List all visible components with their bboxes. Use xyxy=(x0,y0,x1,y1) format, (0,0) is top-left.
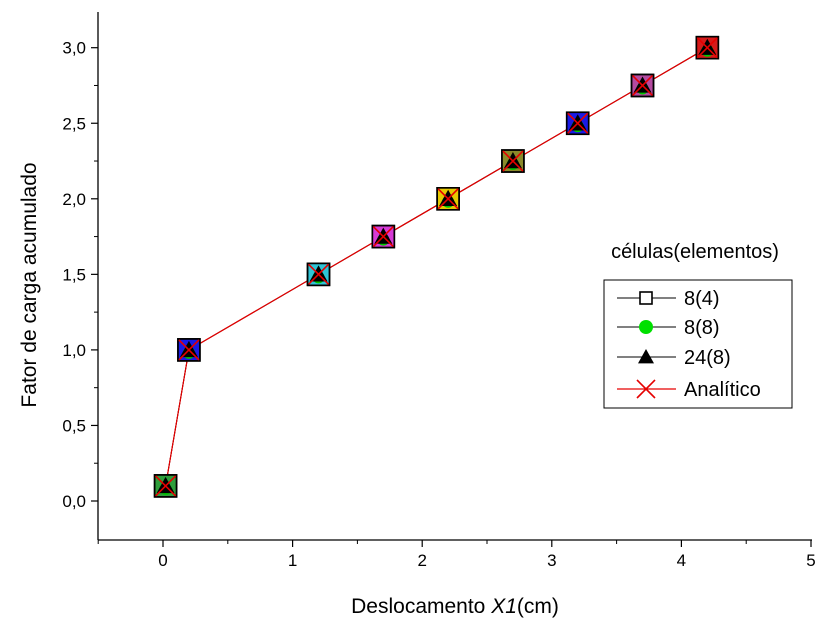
series-line-0 xyxy=(165,47,708,486)
legend-title: células(elementos) xyxy=(611,241,779,263)
x-tick-label: 0 xyxy=(158,551,167,570)
y-tick-label: 3,0 xyxy=(62,39,86,58)
legend-label: Analítico xyxy=(684,379,761,401)
square-marker-outline xyxy=(153,474,178,498)
x-tick-label: 3 xyxy=(547,551,556,570)
triangle-marker xyxy=(638,349,654,364)
cross-marker-stroke xyxy=(307,263,330,285)
data-point xyxy=(501,149,525,173)
y-tick-label: 2,5 xyxy=(62,114,86,133)
legend-box xyxy=(603,279,793,409)
x-axis-title-variable: X1 xyxy=(490,595,517,618)
cross-marker-stroke xyxy=(502,150,524,172)
data-point xyxy=(436,187,460,211)
axes xyxy=(97,12,812,541)
x-axis-title-unit: (cm) xyxy=(517,595,559,618)
cross-marker-stroke xyxy=(178,339,200,361)
y-tick-label: 2,0 xyxy=(62,190,86,209)
data-point xyxy=(565,111,590,136)
square-marker-outline xyxy=(501,149,525,173)
square-marker-outline xyxy=(436,187,460,211)
circle-marker xyxy=(639,320,653,334)
square-marker xyxy=(639,291,653,305)
square-marker-outline xyxy=(695,35,720,60)
cross-marker-stroke xyxy=(437,188,459,210)
series-line-3 xyxy=(165,47,708,486)
x-axis-title-prefix: Deslocamento xyxy=(351,595,491,618)
square-marker-outline xyxy=(306,262,331,287)
data-point xyxy=(153,474,178,498)
x-tick-label: 2 xyxy=(417,551,426,570)
square-marker-outline xyxy=(371,224,396,249)
square-marker-outline xyxy=(177,338,201,362)
legend-label: 24(8) xyxy=(684,347,731,369)
x-tick-label: 1 xyxy=(288,551,297,570)
data-point xyxy=(695,35,720,60)
cross-marker-stroke xyxy=(155,475,177,497)
cross-marker-stroke xyxy=(696,37,718,59)
series-line-1 xyxy=(165,47,708,486)
y-tick-label: 1,0 xyxy=(62,341,86,360)
square-marker-outline xyxy=(630,73,655,98)
square-marker-outline xyxy=(565,111,590,136)
plot-area xyxy=(153,35,720,498)
y-axis-title: Fator de carga acumulado xyxy=(18,162,41,407)
legend-item: 8(4) xyxy=(617,288,720,310)
y-tick-label: 1,5 xyxy=(62,265,86,284)
series-line-2 xyxy=(165,47,708,486)
x-axis-title: Deslocamento X1(cm) xyxy=(351,595,559,618)
x-tick-label: 4 xyxy=(677,551,686,570)
x-tick-label: 5 xyxy=(806,551,815,570)
legend: células(elementos) 8(4) 8(8) 24(8) Analític… xyxy=(603,241,793,409)
cross-marker-stroke xyxy=(636,379,656,399)
cross-marker-stroke xyxy=(567,112,589,134)
legend-label: 8(4) xyxy=(684,288,720,310)
data-point xyxy=(630,73,655,98)
data-point xyxy=(177,338,201,362)
cross-marker-stroke xyxy=(631,74,654,97)
y-tick-label: 0,0 xyxy=(62,492,86,511)
ticks: 0 1 2 3 4 5 0,0 0,5 1,0 1,5 2,0 2,5 3,0 xyxy=(62,39,815,570)
data-point xyxy=(306,262,331,287)
cross-marker-stroke xyxy=(372,226,394,248)
data-point xyxy=(371,224,396,249)
legend-label: 8(8) xyxy=(684,317,720,339)
y-tick-label: 0,5 xyxy=(62,416,86,435)
legend-item: 8(8) xyxy=(617,317,720,339)
legend-item: 24(8) xyxy=(617,347,731,369)
legend-item: Analítico xyxy=(617,379,761,401)
